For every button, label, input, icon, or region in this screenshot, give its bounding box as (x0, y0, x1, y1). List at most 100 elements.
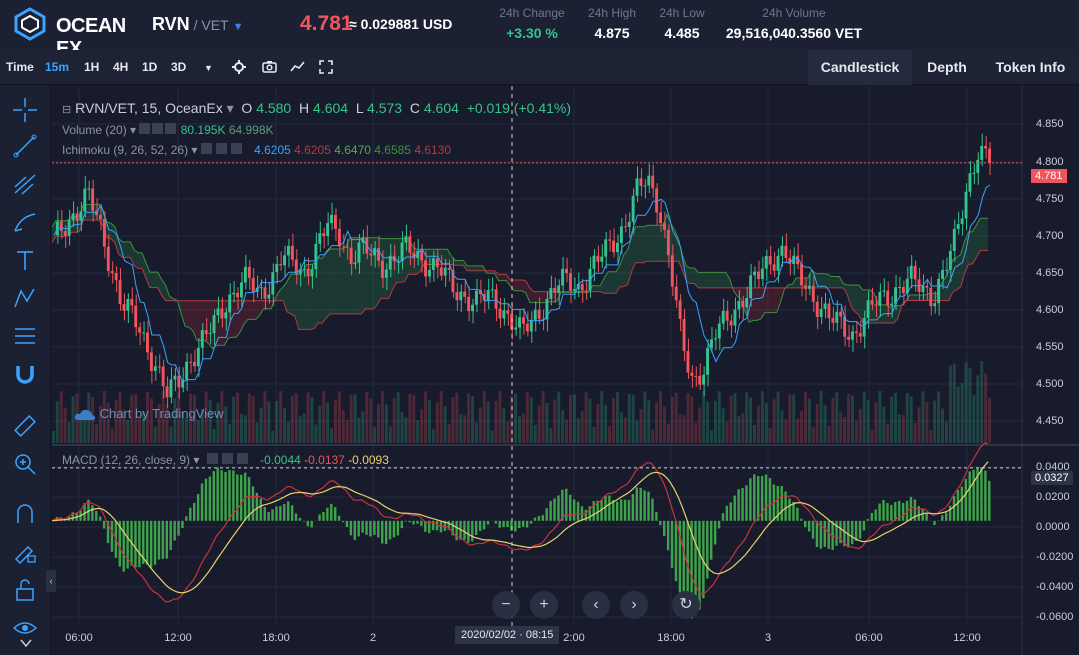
candlestick-chart[interactable] (52, 86, 1079, 655)
zoom-in-icon[interactable] (12, 451, 38, 477)
ichimoku-cloud-segment (651, 225, 656, 262)
volume-bar (330, 428, 333, 443)
interval-4h[interactable]: 4H (113, 60, 129, 74)
candle-body (580, 283, 584, 291)
study-actions-icon[interactable] (203, 453, 257, 467)
chevron-down-icon[interactable]: ▾ (188, 143, 201, 157)
more-intervals-chevron-icon[interactable]: ▼ (204, 63, 213, 73)
chevron-down-icon[interactable]: ▾ (190, 453, 203, 467)
volume-bar (439, 391, 443, 443)
time-tick-label: 3 (764, 632, 772, 644)
ichimoku-cloud-segment (968, 231, 973, 265)
tab-token-info[interactable]: Token Info (995, 59, 1066, 75)
ichimoku-cloud-segment (768, 287, 773, 313)
candle-body (216, 308, 220, 316)
interval-15m[interactable]: 15m (45, 60, 70, 74)
scroll-right-button[interactable]: › (620, 591, 648, 619)
macd-histogram-bar (455, 520, 458, 541)
ichimoku-cloud-segment (185, 300, 190, 328)
macd-histogram-bar (283, 504, 286, 521)
text-tool-icon[interactable] (12, 247, 38, 273)
camera-icon[interactable] (262, 60, 277, 73)
tab-candlestick[interactable]: Candlestick (808, 50, 912, 85)
volume-bar (369, 398, 373, 443)
gear-icon[interactable] (232, 60, 246, 74)
brush-icon[interactable] (12, 209, 38, 235)
ichimoku-cloud-segment (490, 270, 495, 274)
volume-bar (670, 396, 674, 443)
candle-body (557, 285, 561, 293)
volume-label[interactable]: Volume (20) (62, 123, 127, 137)
candle-body (792, 255, 796, 264)
volume-bar (71, 395, 75, 443)
zoom-in-button[interactable]: + (530, 591, 558, 619)
ichimoku-cloud-segment (345, 237, 350, 314)
magnet-mode-icon[interactable] (12, 501, 38, 527)
tradingview-watermark[interactable]: Chart by TradingView (74, 406, 224, 421)
reset-chart-button[interactable]: ↻ (672, 591, 700, 619)
stat-24h-change: 24h Change +3.30 % (496, 6, 568, 41)
fib-retracement-icon[interactable] (12, 171, 38, 197)
indicators-icon[interactable] (290, 60, 305, 73)
macd-histogram-bar (729, 502, 732, 521)
zoom-out-button[interactable]: − (492, 591, 520, 619)
macd-histogram-bar (87, 499, 90, 521)
collapse-legend-icon[interactable]: ⊟ (62, 104, 72, 116)
scroll-left-button[interactable]: ‹ (582, 591, 610, 619)
chevron-down-icon[interactable]: ▾ (126, 123, 140, 137)
chevron-down-icon[interactable]: ▾ (222, 100, 238, 116)
macd-histogram-bar (330, 503, 333, 521)
volume-bar (384, 404, 388, 443)
ichimoku-cloud-segment (134, 250, 139, 269)
fullscreen-icon[interactable] (319, 60, 333, 74)
collapse-toolbar-button[interactable]: ‹ (46, 570, 56, 592)
macd-histogram-bar (522, 520, 525, 527)
trend-line-icon[interactable] (12, 133, 38, 159)
macd-histogram-bar (275, 506, 278, 521)
ichimoku-label[interactable]: Ichimoku (9, 26, 52, 26) (62, 143, 189, 157)
volume-bar (835, 392, 839, 443)
macd-histogram-bar (177, 520, 180, 536)
macd-histogram-bar (514, 520, 517, 532)
crosshair-icon[interactable] (12, 97, 38, 123)
volume-bar (404, 417, 408, 443)
ichimoku-cloud-segment (510, 279, 515, 291)
volume-bar (420, 409, 424, 443)
eye-icon[interactable] (12, 615, 38, 641)
legend-symbol[interactable]: RVN/VET, 15, OceanEx (75, 100, 223, 116)
volume-bar (952, 363, 956, 443)
candle-body (322, 233, 326, 237)
lock-drawings-icon[interactable] (12, 539, 38, 565)
macd-label[interactable]: MACD (12, 26, close, 9) (62, 453, 191, 467)
macd-histogram-bar (905, 500, 909, 521)
magnet-icon[interactable] (12, 361, 38, 387)
volume-bar (565, 419, 568, 443)
macd-histogram-bar (612, 500, 615, 521)
interval-1d[interactable]: 1D (142, 60, 158, 74)
study-actions-icon[interactable] (200, 143, 251, 157)
volume-bar (102, 391, 106, 443)
macd-histogram-bar (185, 516, 188, 521)
macd-histogram-bar (623, 499, 627, 521)
prediction-icon[interactable] (12, 323, 38, 349)
tab-depth[interactable]: Depth (927, 59, 967, 75)
high-value: 4.604 (313, 100, 349, 116)
study-actions-icon[interactable] (139, 123, 177, 137)
macd-histogram-bar (968, 471, 971, 521)
chevron-down-icon[interactable] (20, 638, 32, 648)
interval-3d[interactable]: 3D (171, 60, 187, 74)
unlock-icon[interactable] (12, 577, 38, 603)
oceanex-logo[interactable]: OCEAN EX (12, 7, 127, 60)
pattern-icon[interactable] (12, 285, 38, 311)
volume-bar (59, 391, 63, 443)
macd-histogram-bar (639, 487, 642, 521)
interval-1h[interactable]: 1H (84, 60, 100, 74)
volume-bar (815, 403, 819, 443)
volume-bar (537, 405, 541, 443)
pair-selector[interactable]: RVN / VET ▼ (152, 14, 243, 35)
ruler-icon[interactable] (12, 413, 38, 439)
stat-24h-low: 24h Low 4.485 (652, 6, 712, 41)
macd-histogram-bar (428, 520, 431, 534)
ichimoku-cloud-segment (647, 225, 652, 262)
volume-bar (157, 404, 161, 443)
